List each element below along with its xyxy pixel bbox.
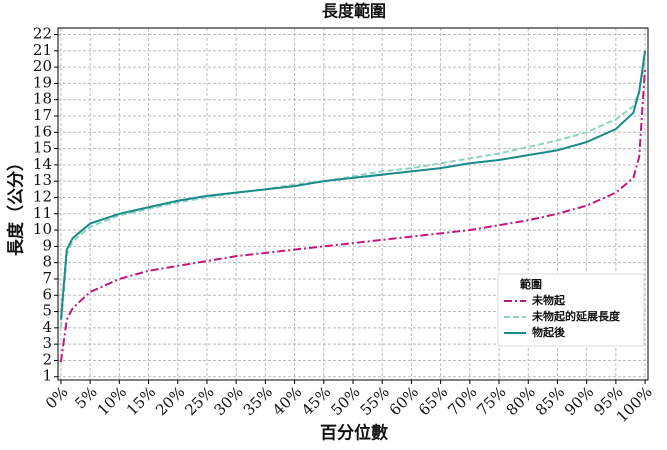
y-tick-label: 17 bbox=[33, 106, 52, 124]
x-tick-label: 35% bbox=[240, 383, 276, 419]
legend-label: 物起後 bbox=[532, 325, 566, 339]
series-line bbox=[59, 58, 647, 328]
y-tick-label: 8 bbox=[42, 253, 52, 271]
x-tick-label: 40% bbox=[269, 383, 305, 419]
x-tick-label: 25% bbox=[181, 383, 217, 419]
x-tick-label: 70% bbox=[444, 383, 480, 419]
y-tick-label: 12 bbox=[33, 187, 52, 205]
x-tick-label: 10% bbox=[94, 383, 130, 419]
y-tick-label: 9 bbox=[42, 236, 52, 254]
y-tick-label: 6 bbox=[42, 285, 52, 303]
x-tick-label: 15% bbox=[123, 383, 159, 419]
x-tick-label: 90% bbox=[561, 383, 597, 419]
y-tick-label: 11 bbox=[33, 204, 52, 222]
y-tick-label: 4 bbox=[42, 318, 52, 336]
x-tick-label: 20% bbox=[152, 383, 188, 419]
series-line bbox=[59, 50, 647, 320]
y-tick-label: 13 bbox=[33, 171, 52, 189]
y-tick-label: 20 bbox=[33, 57, 52, 75]
x-axis-label: 百分位數 bbox=[320, 423, 388, 444]
y-tick-label: 16 bbox=[33, 122, 52, 140]
x-tick-label: 30% bbox=[211, 383, 247, 419]
x-tick-label: 80% bbox=[503, 383, 539, 419]
x-tick-label: 50% bbox=[327, 383, 363, 419]
x-tick-label: 55% bbox=[357, 383, 393, 419]
legend-label: 未物起 bbox=[531, 293, 566, 307]
y-tick-label: 21 bbox=[33, 41, 52, 59]
plot-frame bbox=[57, 27, 649, 381]
x-tick-label: 85% bbox=[532, 383, 568, 419]
y-tick-label: 10 bbox=[33, 220, 52, 238]
y-tick-label: 2 bbox=[42, 350, 52, 368]
legend-label: 未物起的延展長度 bbox=[531, 309, 621, 323]
y-tick-label: 18 bbox=[33, 90, 52, 108]
x-tick-label: 0% bbox=[42, 383, 72, 413]
legend-title: 範圍 bbox=[520, 277, 542, 291]
chart-title: 長度範圍 bbox=[322, 2, 386, 21]
y-tick-label: 15 bbox=[33, 139, 52, 157]
y-tick-label: 1 bbox=[42, 367, 52, 385]
y-tick-label: 5 bbox=[42, 302, 52, 320]
y-tick-label: 14 bbox=[33, 155, 52, 173]
x-tick-label: 60% bbox=[386, 383, 422, 419]
y-tick-label: 3 bbox=[42, 334, 52, 352]
y-axis-label: 長度（公分） bbox=[6, 154, 27, 256]
x-tick-label: 75% bbox=[473, 383, 509, 419]
y-tick-label: 19 bbox=[33, 73, 52, 91]
y-tick-label: 7 bbox=[42, 269, 52, 287]
y-tick-label: 22 bbox=[33, 25, 52, 43]
series-line bbox=[59, 67, 647, 363]
x-tick-label: 65% bbox=[415, 383, 451, 419]
x-tick-label: 45% bbox=[298, 383, 334, 419]
